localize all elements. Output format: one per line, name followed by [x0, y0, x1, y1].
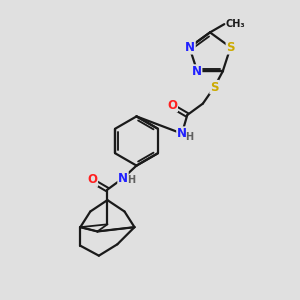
- Text: N: N: [185, 41, 195, 54]
- Text: N: N: [118, 172, 128, 185]
- Text: N: N: [192, 65, 202, 78]
- Text: O: O: [167, 99, 177, 112]
- Text: H: H: [185, 132, 194, 142]
- Text: S: S: [226, 41, 235, 54]
- Text: H: H: [127, 175, 135, 185]
- Text: O: O: [87, 173, 98, 186]
- Text: N: N: [177, 127, 187, 140]
- Text: S: S: [210, 81, 218, 94]
- Text: CH₃: CH₃: [226, 19, 245, 29]
